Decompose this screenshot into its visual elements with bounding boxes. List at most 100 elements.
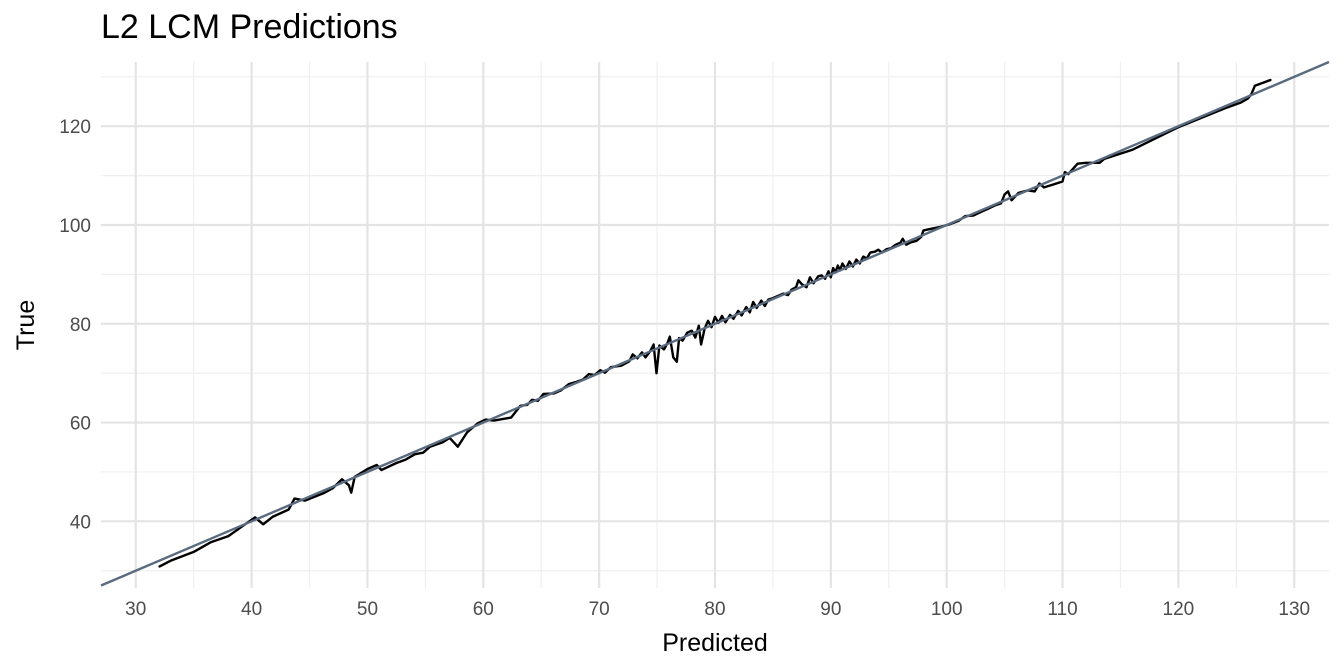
data-point <box>485 419 487 421</box>
data-point <box>672 356 674 358</box>
data-point <box>824 278 826 280</box>
data-point <box>691 330 693 332</box>
data-point <box>801 283 803 285</box>
data-point <box>855 259 857 261</box>
data-point <box>1061 180 1064 183</box>
data-point <box>1077 163 1079 165</box>
x-tick-label: 50 <box>357 599 378 620</box>
data-point <box>227 535 229 537</box>
data-point <box>262 523 264 525</box>
data-point <box>599 369 601 371</box>
x-tick-label: 90 <box>820 599 841 620</box>
data-point <box>1247 97 1249 100</box>
x-tick-label: 130 <box>1278 599 1310 620</box>
data-point <box>756 307 758 309</box>
data-point <box>1043 186 1045 188</box>
data-point <box>493 420 495 422</box>
data-point <box>1085 162 1087 164</box>
data-point <box>1131 149 1133 151</box>
data-point <box>676 361 678 363</box>
data-point <box>832 267 834 269</box>
data-point <box>510 417 512 419</box>
x-tick-label: 70 <box>589 599 610 620</box>
data-point <box>841 262 844 265</box>
data-point <box>721 315 723 317</box>
data-point <box>653 343 655 346</box>
data-point <box>698 325 700 327</box>
data-point <box>588 373 590 375</box>
y-tick-label: 40 <box>70 512 91 533</box>
data-point <box>877 249 879 251</box>
data-point <box>837 264 839 267</box>
data-point <box>293 498 296 500</box>
data-point <box>827 270 830 272</box>
data-point <box>669 336 671 338</box>
data-point <box>644 356 647 358</box>
data-point <box>568 383 570 385</box>
data-point <box>254 516 256 519</box>
data-point <box>972 215 974 217</box>
x-axis-title: Predicted <box>662 629 768 657</box>
data-point <box>655 372 658 374</box>
data-point <box>366 468 369 470</box>
data-point <box>724 321 727 323</box>
data-point <box>531 399 533 401</box>
data-point <box>1240 101 1242 104</box>
data-point <box>1007 190 1009 192</box>
y-tick-label: 60 <box>70 414 91 435</box>
chart-title: L2 LCM Predictions <box>101 8 398 46</box>
y-axis-title: True <box>12 300 40 350</box>
data-point <box>729 314 731 316</box>
data-point <box>271 516 274 518</box>
x-tick-label: 30 <box>125 599 146 620</box>
data-point <box>862 256 864 258</box>
data-point <box>348 484 350 486</box>
data-point <box>466 431 468 433</box>
data-point <box>682 340 684 342</box>
data-point <box>1011 199 1013 201</box>
data-point <box>1052 183 1054 186</box>
data-point <box>457 446 459 448</box>
data-point <box>210 541 212 543</box>
data-point <box>304 500 306 502</box>
data-point <box>620 365 622 367</box>
data-point <box>700 343 702 346</box>
data-point <box>805 286 808 288</box>
data-point <box>341 478 343 480</box>
data-point <box>193 551 195 553</box>
data-point <box>848 260 851 263</box>
data-point <box>760 300 762 302</box>
data-point <box>604 372 606 374</box>
data-point <box>158 566 160 568</box>
data-point <box>741 314 743 316</box>
data-point <box>797 279 800 281</box>
data-point <box>395 462 397 464</box>
data-point <box>869 252 871 254</box>
data-point <box>1270 79 1272 81</box>
reference-line <box>100 60 1330 587</box>
data-point <box>745 306 747 308</box>
data-layer <box>100 60 1330 587</box>
data-point <box>787 294 789 296</box>
data-point <box>632 353 634 355</box>
data-point <box>821 274 823 276</box>
data-point <box>658 344 661 347</box>
data-point <box>764 305 766 307</box>
x-tick-label: 60 <box>473 599 494 620</box>
data-point <box>905 244 907 246</box>
data-point <box>910 241 912 243</box>
data-point <box>929 228 932 230</box>
data-point <box>1038 182 1040 185</box>
data-point <box>422 452 424 454</box>
data-point <box>169 560 172 562</box>
data-point <box>1254 85 1256 87</box>
data-point <box>817 275 819 277</box>
y-tick-label: 120 <box>59 117 91 138</box>
data-point <box>737 310 739 312</box>
data-point <box>752 301 754 303</box>
x-tick-label: 100 <box>931 599 963 620</box>
data-point <box>902 238 904 240</box>
x-tick-label: 40 <box>241 599 262 620</box>
data-point <box>895 244 897 246</box>
data-point <box>1099 162 1101 164</box>
